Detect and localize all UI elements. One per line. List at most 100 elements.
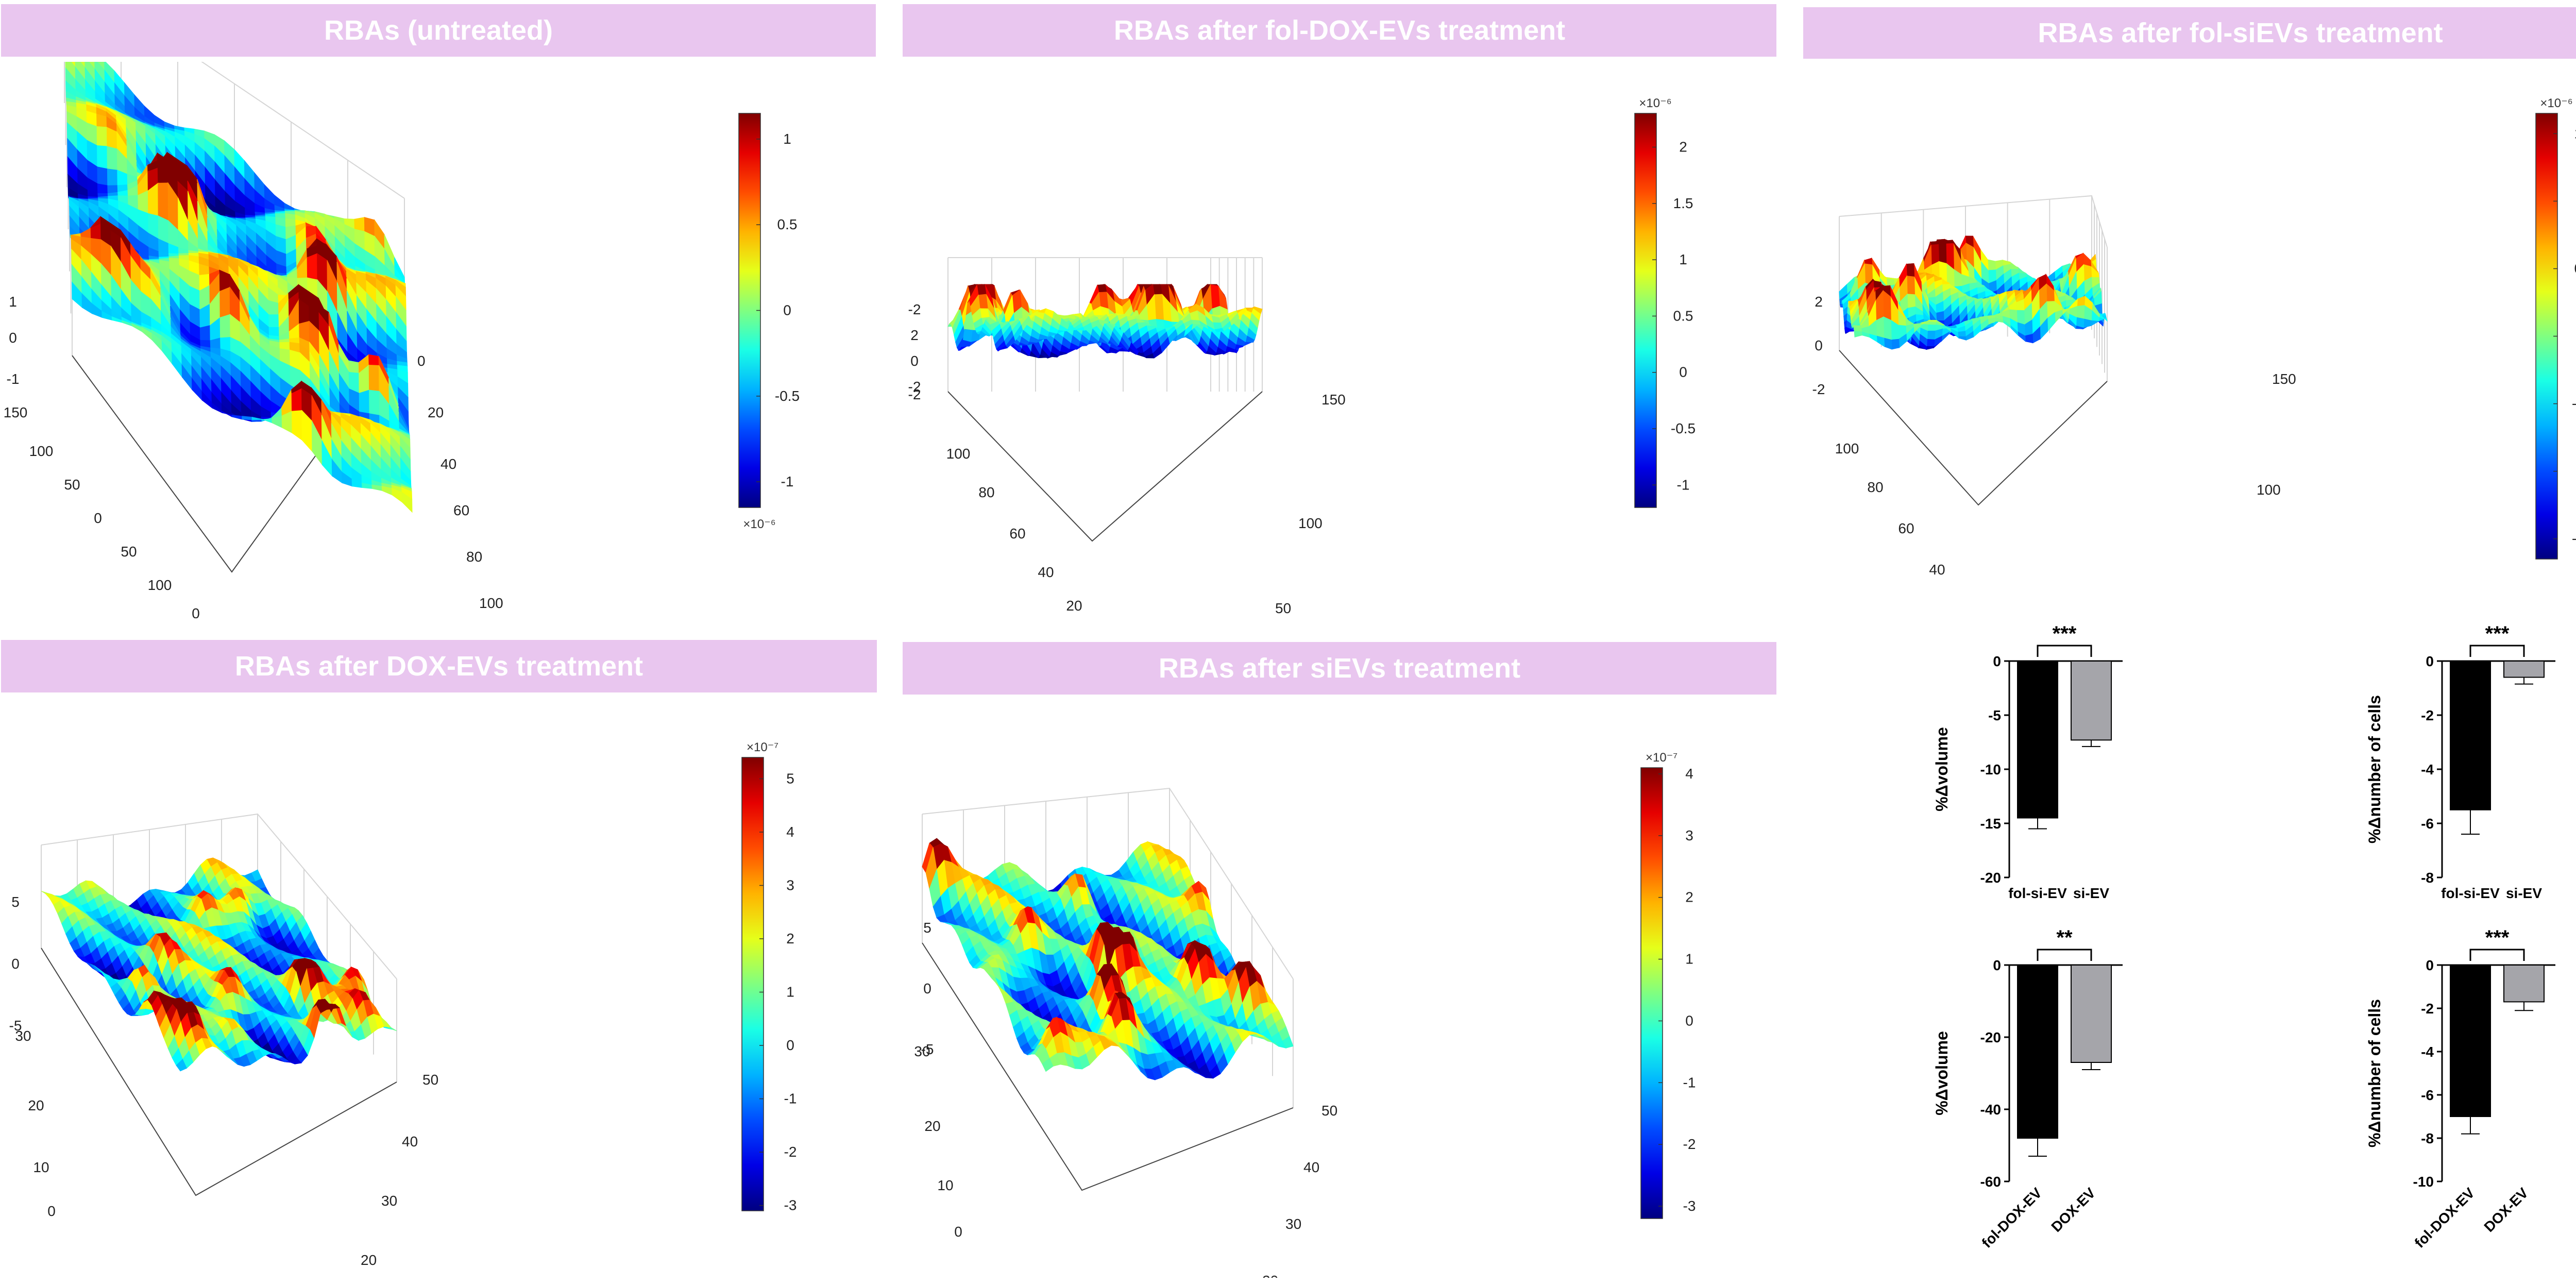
surface-plot-fol-dox: -220-2-21008060402001501005021.510.50-0.… [902, 62, 1777, 618]
surface-patch [1936, 312, 1944, 321]
axis-b-tick-label: 50 [1275, 600, 1291, 616]
surface-patch [97, 167, 108, 185]
axis-b-tick-label: 50 [422, 1072, 438, 1088]
surface-patch [292, 411, 302, 441]
axis-b-tick-label: 0 [417, 353, 426, 369]
surface-patch [1876, 336, 1884, 347]
surface-patch [97, 184, 108, 194]
surface-plot-fol-si: 20-2100806040200150100501.510.50-0.5-1-1… [1803, 62, 2576, 577]
surface-patch [1876, 317, 1884, 338]
axis-a-tick-label: 40 [1038, 564, 1054, 580]
axis-a-tick-label: 50 [64, 477, 80, 493]
z-tick-label: -2 [908, 301, 921, 317]
surface-patch [369, 354, 379, 365]
surface [948, 284, 1262, 358]
colorbar-tick-label: 1 [1679, 251, 1687, 267]
axis-a-tick-label: 20 [28, 1097, 44, 1113]
surface-patch [220, 314, 230, 338]
surface [64, 62, 412, 512]
colorbar-multiplier: ×10⁻⁷ [747, 740, 778, 754]
colorbar-tick-label: 1.5 [2574, 125, 2576, 141]
axis-b-tick-label: 80 [466, 549, 482, 565]
axis-b-tick-label: 20 [361, 1252, 377, 1268]
surface-patch [1906, 264, 1914, 277]
colorbar-tick-label: 4 [786, 824, 794, 840]
axis-a-tick-label: 100 [29, 443, 54, 459]
surface-patch [268, 300, 279, 315]
axis-a-tick-label: 30 [15, 1028, 31, 1044]
surface-patch [107, 169, 117, 185]
colorbar [1635, 113, 1656, 508]
axis-b-tick-label: 150 [2272, 371, 2296, 387]
surface-patch [372, 485, 382, 491]
axis-a-tick-label: 150 [4, 404, 28, 420]
surface-patch [1958, 331, 1965, 337]
surface-patch [269, 327, 279, 336]
surface-patch [1854, 331, 1862, 337]
surface-patch [369, 390, 380, 415]
colorbar-tick-label: -3 [784, 1197, 797, 1213]
surface-panel-fol-dox: -220-2-21008060402001501005021.510.50-0.… [902, 62, 1777, 618]
z-tick-label: -2 [1812, 381, 1825, 397]
axis-a-tick-label: 0 [94, 510, 102, 526]
surface-patch [1907, 276, 1914, 295]
axis-a-tick-label: 100 [1835, 441, 1859, 456]
axis-b-tick-label: 30 [381, 1193, 397, 1209]
colorbar-tick-label: 0.5 [2574, 260, 2576, 276]
z-tick-label: 1 [9, 294, 17, 310]
axis-b-tick-label: 100 [1298, 515, 1323, 531]
surface-patch [269, 315, 279, 328]
surface-patch [1873, 281, 1881, 288]
axis-a-tick-label: 80 [978, 484, 994, 500]
colorbar-multiplier: ×10⁻⁶ [1639, 96, 1671, 110]
colorbar-tick-label: 0.5 [1673, 308, 1693, 324]
colorbar-multiplier: ×10⁻⁶ [743, 517, 775, 531]
title-fol-dox: RBAs after fol-DOX-EVs treatment [903, 4, 1776, 57]
surface-patch [1884, 338, 1892, 349]
surface [922, 838, 1293, 1080]
colorbar-tick-label: -2 [784, 1144, 797, 1160]
surface-plot-si: 50-53020100504030201043210-1-2-3×10⁻⁷ [902, 701, 1777, 1278]
surface-patch [97, 127, 107, 147]
surface-patch [1958, 336, 1966, 340]
surface-patch [220, 288, 230, 318]
surface-patch [369, 365, 379, 392]
colorbar-multiplier: ×10⁻⁶ [2540, 96, 2572, 110]
surface-patch [1927, 339, 1935, 346]
title-si: RBAs after siEVs treatment [903, 642, 1776, 695]
surface-patch [97, 146, 108, 169]
surface-patch [1988, 260, 1995, 270]
z-tick-label: -2 [908, 386, 921, 402]
colorbar [742, 757, 764, 1211]
axis-a-tick-label: 80 [1867, 479, 1883, 495]
colorbar-tick-label: 2 [786, 931, 794, 946]
surface-patch [1891, 339, 1899, 349]
surface-patch [2076, 317, 2084, 327]
title-dox: RBAs after DOX-EVs treatment [1, 640, 877, 692]
surface [1839, 236, 2107, 349]
colorbar-tick-label: 2 [1679, 139, 1687, 155]
axis-a-tick-label: 40 [1929, 562, 1945, 577]
axis-b-tick-label: 40 [440, 456, 456, 472]
colorbar-tick-label: 0 [783, 302, 791, 318]
axis-a-tick-label: 60 [1009, 526, 1025, 542]
surface-patch [1927, 330, 1935, 339]
z-tick-label: -1 [7, 371, 20, 387]
axis-b-tick-label: 40 [402, 1134, 418, 1149]
axis-b-tick-label: 20 [428, 404, 444, 420]
colorbar-tick-label: 0 [1679, 364, 1687, 380]
surface-patch [1884, 317, 1891, 340]
colorbar-tick-label: -0.5 [1671, 420, 1696, 436]
surface-patch [158, 183, 168, 221]
surface-patch [359, 390, 369, 414]
surface-patch [2025, 334, 2033, 343]
colorbar-tick-label: -1 [784, 1091, 797, 1107]
z-tick-label: 0 [1815, 337, 1823, 353]
colorbar-tick-label: -0.5 [775, 388, 800, 404]
surface-patch [107, 146, 117, 170]
surface-patch [1928, 324, 1936, 330]
surface-plot-untreated: 10-115010050050100002040608010010.50-0.5… [0, 62, 876, 618]
surface-panel-fol-si: 20-2100806040200150100501.510.50-0.5-1-1… [1803, 62, 2576, 577]
surface-plot-dox: 50-530201005040302010543210-1-2-3×10⁻⁷ [0, 701, 876, 1278]
